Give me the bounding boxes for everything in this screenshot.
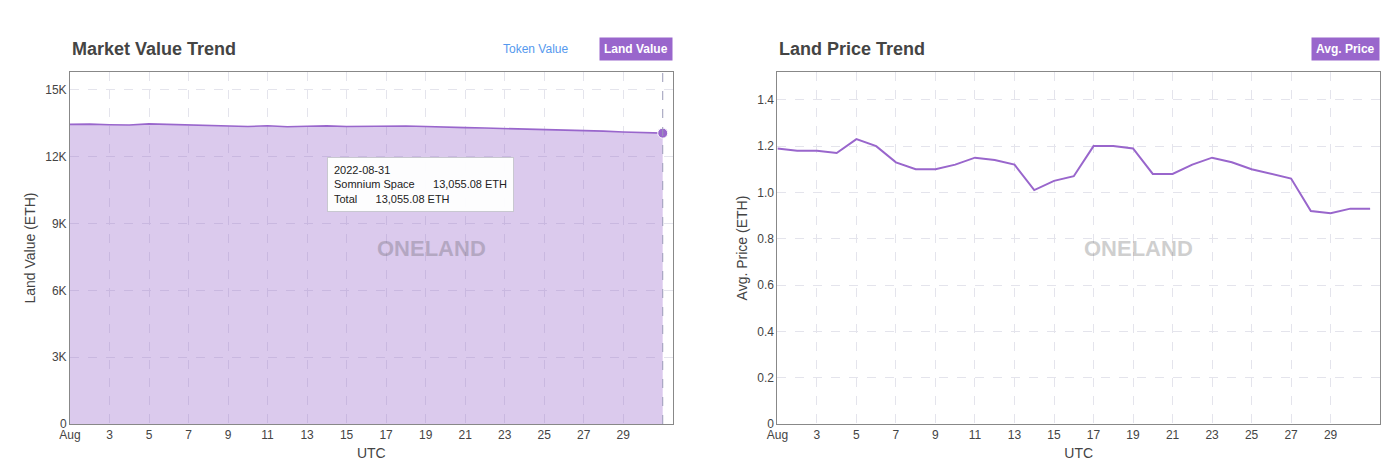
svg-text:0.4: 0.4 <box>757 325 774 339</box>
svg-text:11: 11 <box>969 428 982 442</box>
svg-text:Land Price Trend: Land Price Trend <box>779 39 925 59</box>
svg-text:5: 5 <box>853 428 860 442</box>
svg-text:9K: 9K <box>52 217 67 231</box>
svg-text:25: 25 <box>538 428 552 442</box>
svg-text:3: 3 <box>814 428 821 442</box>
svg-text:0: 0 <box>60 417 67 431</box>
svg-text:Land Value: Land Value <box>604 42 668 56</box>
svg-text:Avg. Price: Avg. Price <box>1316 42 1375 56</box>
svg-text:15K: 15K <box>45 83 66 97</box>
svg-text:9: 9 <box>225 428 232 442</box>
svg-text:1.0: 1.0 <box>757 186 774 200</box>
svg-text:29: 29 <box>617 428 631 442</box>
svg-text:0.2: 0.2 <box>757 371 774 385</box>
svg-text:23: 23 <box>498 428 512 442</box>
svg-text:19: 19 <box>1126 428 1140 442</box>
svg-text:12K: 12K <box>45 150 66 164</box>
svg-text:15: 15 <box>1047 428 1061 442</box>
svg-text:0: 0 <box>767 417 774 431</box>
svg-text:13: 13 <box>1008 428 1022 442</box>
svg-text:Token Value: Token Value <box>503 42 568 56</box>
svg-text:3K: 3K <box>52 350 67 364</box>
svg-text:25: 25 <box>1245 428 1259 442</box>
svg-text:9: 9 <box>932 428 939 442</box>
svg-text:2022-08-31Somnium Space 1: 2022-08-31Somnium Space 13,055.08 ETHTot… <box>334 164 507 205</box>
svg-text:23: 23 <box>1205 428 1219 442</box>
svg-text:ONELAND: ONELAND <box>1084 236 1193 261</box>
svg-text:17: 17 <box>1087 428 1101 442</box>
svg-text:29: 29 <box>1324 428 1338 442</box>
svg-text:UTC: UTC <box>1064 445 1093 461</box>
svg-text:11: 11 <box>261 428 274 442</box>
svg-text:Market Value Trend: Market Value Trend <box>72 39 236 59</box>
svg-text:27: 27 <box>577 428 591 442</box>
svg-text:0.6: 0.6 <box>757 278 774 292</box>
svg-text:Avg. Price (ETH): Avg. Price (ETH) <box>734 196 750 301</box>
svg-text:ONELAND: ONELAND <box>377 236 486 261</box>
svg-text:7: 7 <box>185 428 192 442</box>
svg-text:21: 21 <box>1166 428 1180 442</box>
svg-text:UTC: UTC <box>357 445 386 461</box>
svg-text:13: 13 <box>300 428 314 442</box>
svg-text:17: 17 <box>379 428 393 442</box>
svg-text:21: 21 <box>458 428 472 442</box>
svg-text:15: 15 <box>340 428 354 442</box>
svg-text:7: 7 <box>893 428 900 442</box>
svg-text:27: 27 <box>1284 428 1298 442</box>
svg-text:6K: 6K <box>52 284 67 298</box>
svg-text:Aug: Aug <box>767 428 788 442</box>
svg-text:Land Value (ETH): Land Value (ETH) <box>22 192 38 303</box>
svg-text:1.4: 1.4 <box>757 93 774 107</box>
svg-text:19: 19 <box>419 428 433 442</box>
svg-text:Aug: Aug <box>59 428 80 442</box>
svg-text:0.8: 0.8 <box>757 232 774 246</box>
svg-text:1.2: 1.2 <box>757 139 774 153</box>
svg-text:3: 3 <box>106 428 113 442</box>
svg-text:5: 5 <box>146 428 153 442</box>
